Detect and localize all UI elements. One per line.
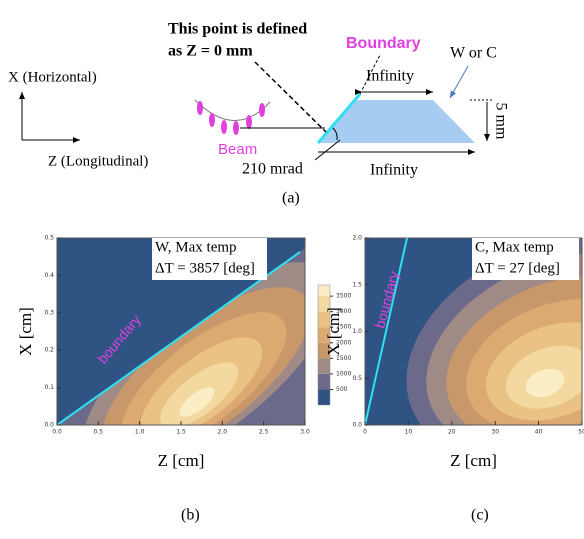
- y-axis-label: X [cm]: [16, 307, 35, 356]
- boundary-label: Boundary: [346, 35, 421, 52]
- diagram: X (Horizontal) Z (Longitudinal) Beam Thi…: [8, 21, 509, 207]
- y-tick-label: 0.2: [44, 347, 54, 354]
- contours: [406, 238, 582, 425]
- y-tick-label: 0.1: [44, 384, 54, 391]
- zero-pointer: [254, 61, 327, 133]
- boundary-line: [364, 237, 408, 426]
- colorbar-level: [318, 296, 330, 312]
- y-tick-label: 1.0: [352, 328, 362, 335]
- colorbar-tick-label: 3000: [336, 308, 351, 315]
- caption: (b): [181, 507, 200, 524]
- x-axis-label: X (Horizontal): [8, 69, 97, 85]
- beam-path: [194, 99, 271, 121]
- x-tick-label: 2.0: [218, 429, 228, 436]
- legend-box: [152, 238, 267, 280]
- contour-level: [525, 368, 565, 398]
- boundary-line: [316, 93, 362, 144]
- angle-label: 210 mrad: [242, 161, 303, 178]
- chart-title: C, Max temp: [475, 239, 554, 255]
- boundary-pointer: [359, 54, 381, 95]
- x-tick-label: 10: [405, 429, 413, 436]
- chart-subtitle: ΔT = 3857 [deg]: [155, 260, 255, 276]
- y-tick-label: 0.4: [44, 272, 54, 279]
- height-label: 5 mm: [492, 103, 509, 140]
- y-tick-label: 0.0: [352, 422, 362, 429]
- angle-arc: [332, 127, 338, 141]
- colorbar-level: [318, 285, 330, 297]
- colorbar-level: [318, 389, 330, 405]
- beam-label: Beam: [218, 141, 257, 158]
- infinity-bottom: Infinity: [370, 162, 418, 179]
- y-tick-label: 1.5: [352, 281, 362, 288]
- beam-bunches: [197, 101, 265, 135]
- y-axis-label: X [cm]: [324, 307, 343, 356]
- x-tick-label: 30: [491, 429, 499, 436]
- material-label: W or C: [450, 45, 497, 62]
- x-tick-label: 0.5: [94, 429, 104, 436]
- material-arrow: [449, 65, 469, 99]
- target: [318, 100, 475, 143]
- angle-pointer: [314, 139, 341, 161]
- y-tick-label: 0.0: [44, 422, 54, 429]
- y-tick-label: 2.0: [352, 235, 362, 242]
- x-tick-label: 50: [578, 429, 584, 436]
- chart-subtitle: ΔT = 27 [deg]: [475, 260, 560, 276]
- x-tick-label: 3.0: [300, 429, 310, 436]
- note: This point is defined: [168, 21, 307, 38]
- colorbar-tick-label: 2500: [336, 324, 351, 331]
- colorbar-frame: [317, 284, 331, 406]
- colorbar-level: [318, 342, 330, 359]
- x-tick-label: 1.5: [176, 429, 186, 436]
- x-tick-label: 20: [448, 429, 456, 436]
- y-tick-label: 0.5: [352, 375, 362, 382]
- chart-title: W, Max temp: [155, 239, 237, 255]
- caption: (a): [282, 190, 300, 207]
- contour-level: [179, 387, 215, 417]
- z-axis-label: Z (Longitudinal): [48, 153, 148, 169]
- colorbar-tick-label: 500: [336, 386, 348, 393]
- y-tick-label: 0.3: [44, 309, 54, 316]
- colorbar-tick-label: 1500: [336, 355, 351, 362]
- colorbar-level: [318, 327, 330, 343]
- colorbar-level: [318, 373, 330, 390]
- legend-box: [472, 238, 579, 280]
- y-tick-label: 0.5: [44, 235, 54, 242]
- caption: (c): [471, 507, 489, 524]
- colorbar-tick-label: 1000: [336, 370, 351, 377]
- x-tick-label: 0.0: [52, 429, 62, 436]
- note: as Z = 0 mm: [168, 43, 253, 60]
- x-axis-label: Z [cm]: [450, 451, 497, 470]
- infinity-top: Infinity: [366, 68, 414, 85]
- x-tick-label: 40: [535, 429, 543, 436]
- x-tick-label: 0: [363, 429, 367, 436]
- x-axis-label: Z [cm]: [158, 451, 205, 470]
- colorbar-level: [318, 311, 330, 328]
- x-tick-label: 1.0: [135, 429, 145, 436]
- x-tick-label: 2.5: [259, 429, 269, 436]
- colorbar-tick-label: 3500: [336, 293, 351, 300]
- colorbar-level: [318, 358, 330, 374]
- boundary-line: [56, 251, 301, 426]
- colorbar-tick-label: 2000: [336, 339, 351, 346]
